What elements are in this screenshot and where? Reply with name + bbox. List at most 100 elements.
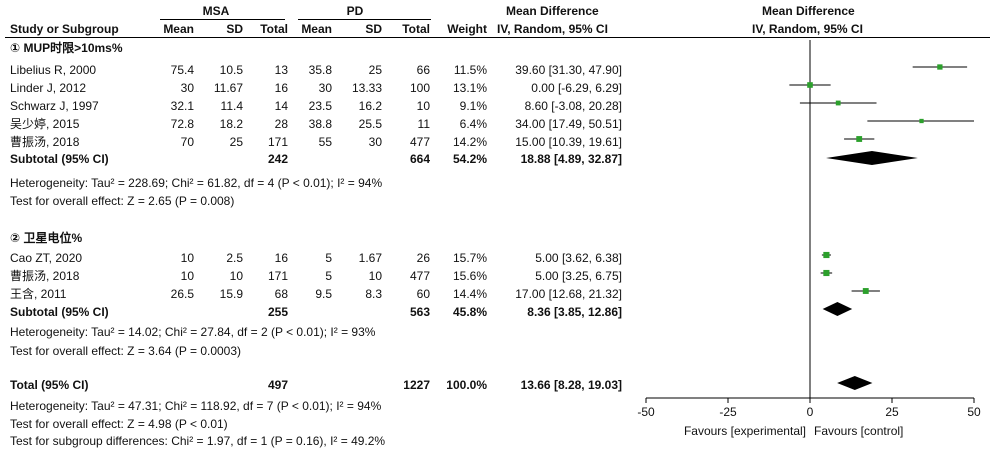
effect-square [835, 100, 841, 106]
total2-cell: 10 [416, 99, 430, 113]
weight-cell: 9.1% [459, 99, 487, 113]
mean1-cell: 75.4 [170, 63, 194, 77]
study-name: 曹振汤, 2018 [10, 135, 80, 149]
sd2-cell: 13.33 [351, 81, 382, 95]
effect-square [823, 251, 830, 259]
overall-effect-text: Test for overall effect: Z = 3.64 (P = 0… [10, 344, 242, 358]
subtotal-total2: 664 [409, 152, 430, 166]
study-name: Linder J, 2012 [10, 81, 87, 95]
group2-heading: PD [346, 4, 364, 18]
sd1-cell: 11.67 [213, 81, 243, 95]
subtotal-label: Subtotal (95% CI) [10, 152, 109, 166]
x-tick-label: -25 [719, 405, 737, 419]
sd1-cell: 2.5 [226, 251, 243, 265]
effect-square [862, 288, 869, 294]
weight-cell: 14.4% [452, 287, 487, 301]
subtotal-ci: 8.36 [3.85, 12.86] [527, 305, 622, 319]
group1-heading: MSA [202, 4, 230, 18]
x-tick-label: -50 [637, 405, 655, 419]
total2-cell: 66 [416, 63, 430, 77]
x-tick-label: 0 [807, 405, 814, 419]
sd2-cell: 8.3 [365, 287, 382, 301]
mean1-cell: 10 [180, 251, 194, 265]
mean1-cell: 32.1 [170, 99, 194, 113]
mean1-cell: 72.8 [170, 117, 194, 131]
group2-underline [298, 19, 431, 20]
x-tick-label: 25 [885, 405, 899, 419]
total2-cell: 60 [416, 287, 430, 301]
total-label: Total (95% CI) [10, 378, 89, 392]
sd1-cell: 11.4 [220, 99, 243, 113]
weight-cell: 6.4% [459, 117, 487, 131]
ci-cell: 15.00 [10.39, 19.61] [515, 135, 622, 149]
weight-cell: 15.7% [452, 251, 487, 265]
col-weight: Weight [447, 22, 487, 36]
mean2-cell: 38.8 [308, 117, 332, 131]
summary-diamond [837, 376, 873, 390]
mean1-cell: 30 [180, 81, 194, 95]
sd1-cell: 18.2 [219, 117, 243, 131]
mean2-cell: 5 [325, 251, 332, 265]
ci-cell: 17.00 [12.68, 21.32] [515, 287, 622, 301]
total1-cell: 16 [274, 251, 288, 265]
sd1-cell: 15.9 [219, 287, 243, 301]
weight-cell: 14.2% [452, 135, 487, 149]
sd2-cell: 10 [368, 269, 382, 283]
weight-cell: 11.5% [453, 63, 487, 77]
mean2-cell: 30 [318, 81, 332, 95]
effect-heading: Mean Difference [506, 4, 599, 18]
total1-cell: 14 [274, 99, 288, 113]
heterogeneity-text: Heterogeneity: Tau² = 14.02; Chi² = 27.8… [10, 325, 376, 339]
subtotal-total2: 563 [409, 305, 430, 319]
sd1-cell: 25 [229, 135, 243, 149]
ci-cell: 0.00 [-6.29, 6.29] [531, 81, 622, 95]
total-total1: 497 [267, 378, 288, 392]
mean2-cell: 35.8 [308, 63, 332, 77]
study-name: 王含, 2011 [10, 287, 67, 301]
total-ci: 13.66 [8.28, 19.03] [520, 378, 622, 392]
sd2-cell: 16.2 [358, 99, 382, 113]
subtotal-total1: 242 [267, 152, 288, 166]
sd2-cell: 30 [368, 135, 382, 149]
total2-cell: 26 [416, 251, 430, 265]
ci-cell: 5.00 [3.62, 6.38] [535, 251, 622, 265]
effect-square [919, 118, 924, 124]
heterogeneity-text: Heterogeneity: Tau² = 228.69; Chi² = 61.… [10, 176, 383, 190]
x-tick-label: 50 [967, 405, 981, 419]
col-ci-plot: IV, Random, 95% CI [752, 22, 863, 36]
summary-diamond [822, 302, 853, 316]
mean1-cell: 70 [180, 135, 194, 149]
study-name: Schwarz J, 1997 [10, 99, 99, 113]
mean1-cell: 26.5 [170, 287, 194, 301]
subtotal-total1: 255 [267, 305, 288, 319]
col-ci: IV, Random, 95% CI [497, 22, 608, 36]
mean2-cell: 9.5 [315, 287, 332, 301]
total1-cell: 68 [274, 287, 288, 301]
weight-cell: 13.1% [452, 81, 487, 95]
study-name: Libelius R, 2000 [10, 63, 97, 77]
subtotal-weight: 45.8% [452, 305, 487, 319]
sd2-cell: 1.67 [358, 251, 382, 265]
subgroup-differences-text: Test for subgroup differences: Chi² = 1.… [10, 434, 386, 448]
favours-right-label: Favours [control] [814, 424, 903, 438]
study-name: 吴少婷, 2015 [10, 117, 80, 131]
total2-cell: 100 [409, 81, 430, 95]
total1-cell: 171 [267, 135, 288, 149]
subtotal-label: Subtotal (95% CI) [10, 305, 109, 319]
mean2-cell: 55 [318, 135, 332, 149]
effect-heading-plot: Mean Difference [762, 4, 855, 18]
mean2-cell: 5 [325, 269, 332, 283]
study-name: Cao ZT, 2020 [10, 251, 83, 265]
total2-cell: 477 [409, 135, 430, 149]
effect-square [856, 136, 863, 142]
summary-diamond [826, 151, 918, 165]
effect-square [823, 269, 830, 277]
total1-cell: 13 [274, 63, 288, 77]
favours-left-label: Favours [experimental] [684, 424, 806, 438]
effect-square [937, 64, 943, 70]
col-study: Study or Subgroup [10, 22, 119, 36]
subgroup2-title: ② 卫星电位% [10, 231, 83, 245]
total-weight: 100.0% [446, 378, 487, 392]
mean1-cell: 10 [180, 269, 194, 283]
